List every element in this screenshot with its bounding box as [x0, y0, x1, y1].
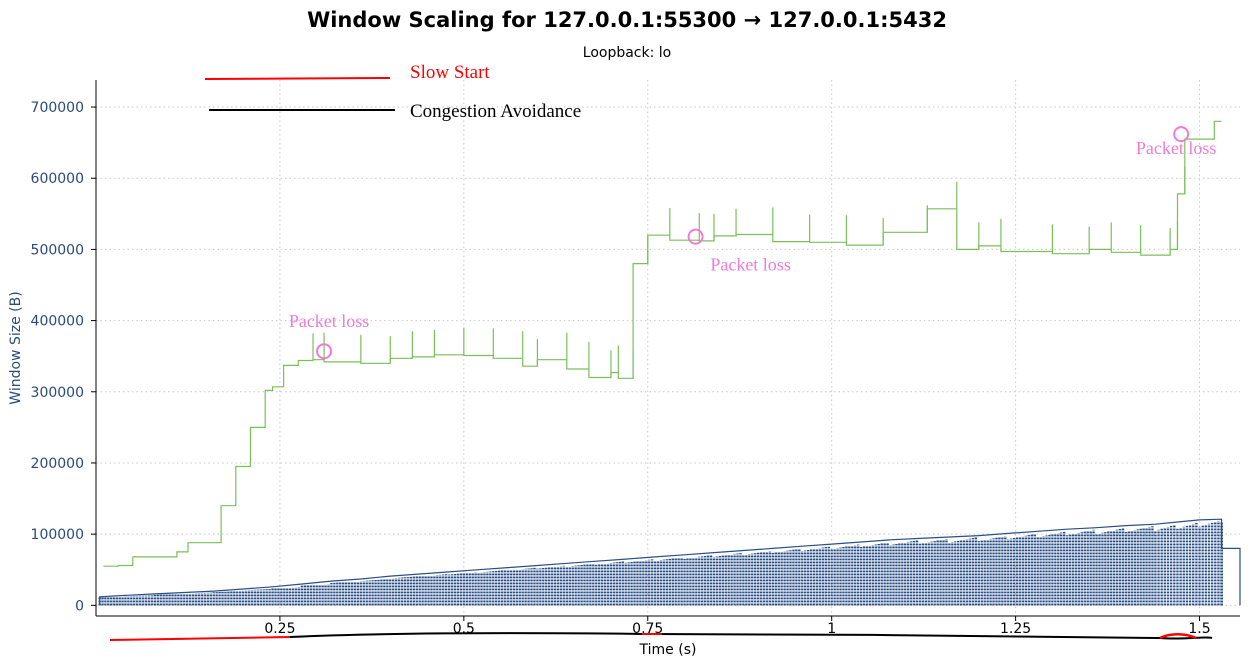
packet-loss-label: Packet loss [710, 255, 791, 275]
y-axis-ticks: 0 100000 200000 300000 400000 500000 600000 700… [31, 100, 96, 614]
y-axis-label: Window Size (B) [8, 291, 24, 404]
y-tick-label: 200000 [31, 456, 84, 472]
x-tick-label: 1 [827, 621, 836, 637]
series-1-line [99, 518, 1241, 606]
chart-title: Window Scaling for 127.0.0.1:55300 → 127… [307, 8, 947, 32]
x-tick-label: 1.5 [1188, 621, 1210, 637]
chart-subtitle: Loopback: lo [583, 45, 671, 61]
y-tick-label: 500000 [31, 242, 84, 258]
legend-slow-start-line [204, 77, 391, 80]
y-tick-label: 0 [75, 598, 84, 614]
y-tick-label: 300000 [31, 385, 84, 401]
congestion-avoidance-bracket [289, 632, 1213, 640]
x-tick-label: 0.5 [453, 621, 475, 637]
x-tick-label: 0.25 [264, 621, 295, 637]
annotation-layer: Packet loss Packet loss Packet loss [289, 126, 1217, 360]
y-tick-label: 400000 [31, 314, 84, 330]
x-tick-label: 1.25 [1000, 621, 1031, 637]
packet-loss-marker [1173, 126, 1190, 143]
slow-start-bracket-end [1159, 633, 1197, 640]
legend: Slow Start Congestion Avoidance [204, 62, 581, 122]
grid-lines [96, 80, 1240, 616]
legend-congestion-avoidance-label: Congestion Avoidance [410, 101, 581, 122]
legend-slow-start-label: Slow Start [410, 62, 490, 83]
packet-loss-label: Packet loss [1136, 138, 1217, 158]
packet-loss-marker [316, 343, 333, 360]
y-tick-label: 100000 [31, 527, 84, 543]
packet-loss-label: Packet loss [289, 311, 370, 331]
packet-loss-marker [687, 228, 704, 245]
series-0-line [103, 120, 1222, 567]
x-axis-label: Time (s) [639, 642, 697, 658]
slow-start-bracket [109, 636, 291, 641]
series-layer [98, 120, 1241, 606]
y-tick-label: 600000 [31, 171, 84, 187]
y-tick-label: 700000 [31, 100, 84, 116]
